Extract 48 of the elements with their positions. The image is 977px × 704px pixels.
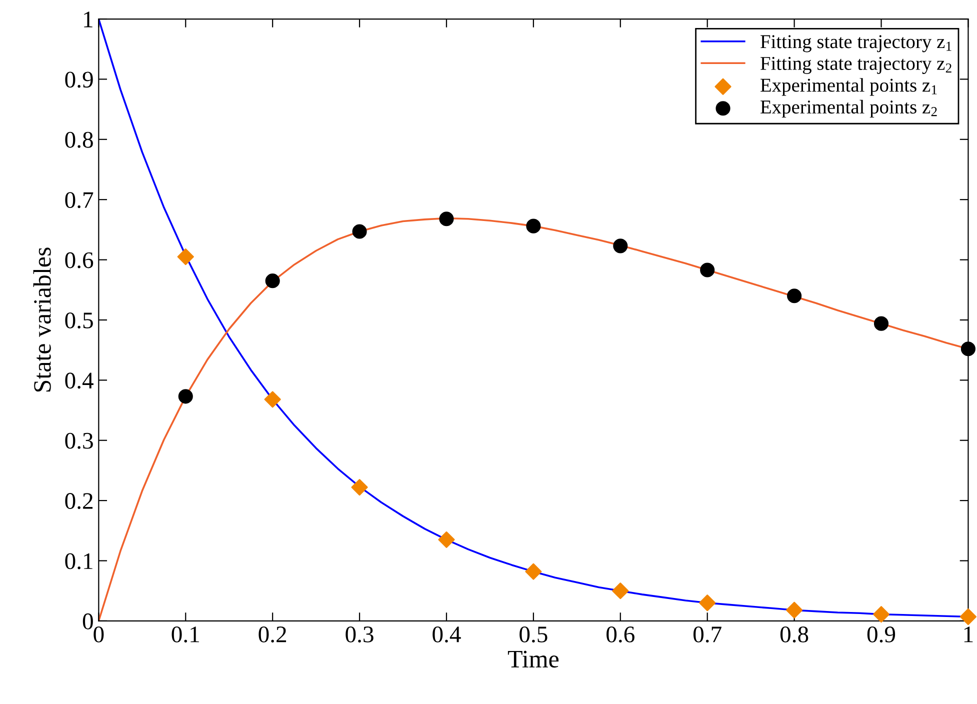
point	[786, 602, 803, 618]
point	[960, 608, 977, 626]
y-tick-label: 0.3	[65, 432, 93, 449]
point	[352, 224, 367, 239]
x-tick-label: 0.1	[172, 626, 199, 643]
x-tick-label: 0.6	[606, 626, 634, 643]
point	[960, 342, 976, 356]
point	[351, 479, 368, 496]
y-tick-label: 0.6	[65, 252, 94, 268]
x-tick-label: 0.8	[780, 626, 808, 643]
point	[612, 582, 629, 600]
point	[265, 274, 280, 288]
point	[613, 238, 628, 254]
point	[874, 316, 889, 331]
point	[525, 563, 542, 580]
y-tick-label: 0.9	[65, 72, 93, 88]
legend-label: Experimental points z$_{1}$	[760, 78, 937, 96]
y-tick-label: 1	[84, 12, 92, 28]
point	[177, 248, 194, 266]
point	[264, 391, 281, 408]
x-tick-label: 0.4	[432, 626, 461, 643]
point	[526, 218, 541, 234]
x-tick-label: 0.2	[258, 626, 286, 643]
y-tick-label: 0.4	[65, 372, 94, 389]
point	[872, 606, 890, 623]
y-tick-label: 0.8	[65, 132, 93, 148]
legend-label: Experimental points z$_{2}$	[760, 100, 937, 118]
y-tick-label: 0.1	[65, 553, 92, 570]
y-tick-label: 0.2	[65, 493, 93, 510]
x-tick-label: 0.7	[693, 626, 722, 643]
x-tick-label: 1	[964, 626, 973, 642]
y-tick-label: 0.7	[65, 192, 94, 208]
x-tick-label: 0.9	[867, 626, 896, 643]
point	[438, 531, 455, 548]
y-axis-title: State variables	[33, 248, 51, 392]
legend-label: Fitting state trajectory z$_{2}$	[760, 56, 952, 74]
legend-label: Fitting state trajectory z$_{1}$	[760, 35, 952, 52]
y-tick-label: 0	[82, 613, 93, 630]
x-tick-label: 0	[94, 626, 104, 642]
point	[699, 594, 716, 612]
point	[787, 288, 802, 304]
x-axis-title: Time	[508, 650, 559, 668]
x-tick-label: 0.3	[346, 626, 374, 643]
y-tick-label: 0.5	[65, 312, 93, 328]
x-tick-label: 0.5	[520, 626, 548, 643]
point	[439, 212, 454, 226]
point	[178, 389, 193, 404]
point	[700, 262, 715, 278]
